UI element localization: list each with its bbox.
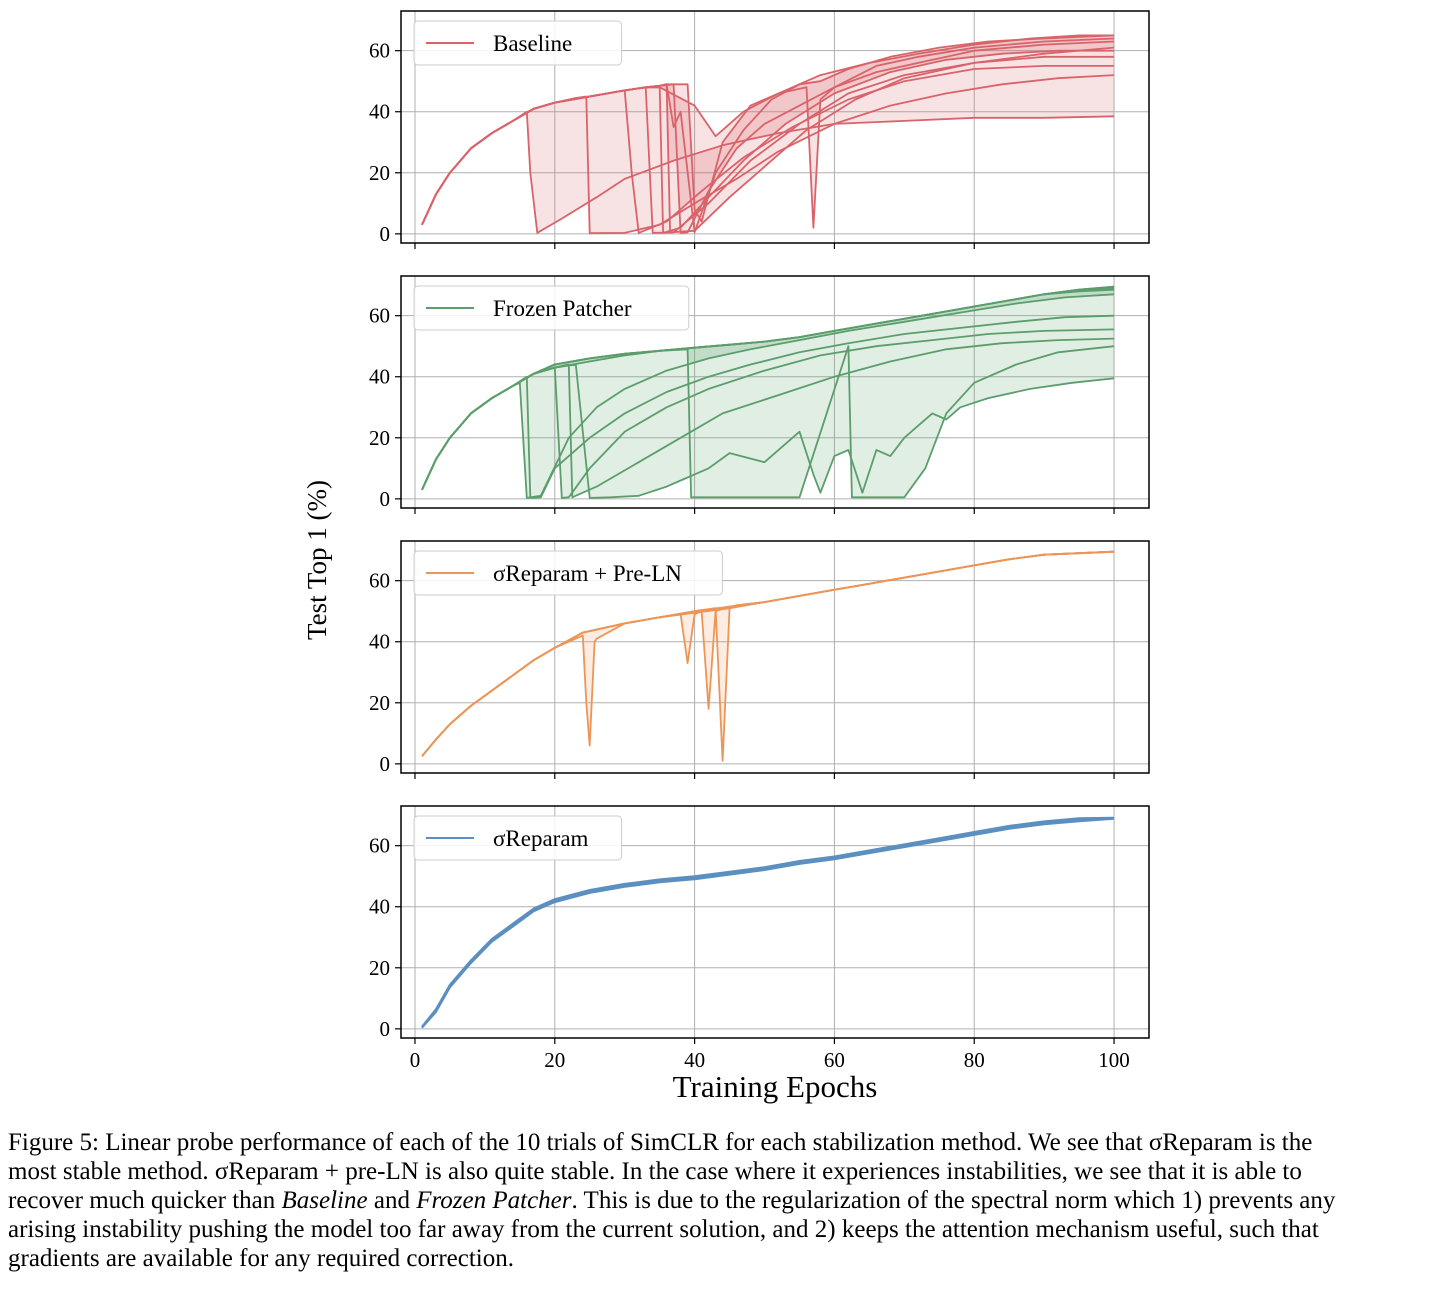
- series-line-10: [421, 285, 1115, 491]
- x-tick-label: 100: [1098, 1048, 1130, 1072]
- y-tick-label: 40: [369, 895, 390, 919]
- caption-emphasis: Frozen Patcher: [416, 1187, 572, 1214]
- y-tick-label: 0: [380, 487, 391, 511]
- caption-line-2: most stable method. σReparam + pre-LN is…: [8, 1157, 1452, 1186]
- x-axis-title: Training Epochs: [673, 1069, 878, 1104]
- y-tick-label: 20: [369, 426, 390, 450]
- y-tick-label: 20: [369, 691, 390, 715]
- chart-panel-1: 0 20 40 60 Baseline: [369, 10, 1150, 249]
- caption-line-5: gradients are available for any required…: [8, 1244, 1452, 1273]
- y-tick-label: 60: [369, 39, 390, 63]
- series-line-5: [421, 550, 1115, 757]
- legend-label: Baseline: [493, 31, 572, 56]
- legend: Frozen Patcher: [413, 285, 690, 331]
- chart-panel-2: 0 20 40 60 Frozen Patcher: [369, 275, 1150, 514]
- legend-label: σReparam: [493, 826, 589, 851]
- x-tick-label: 0: [410, 1048, 421, 1072]
- caption-text: arising instability pushing the model to…: [8, 1216, 1319, 1243]
- series-line-3: [421, 817, 1115, 1029]
- x-tick-label: 60: [824, 1048, 845, 1072]
- y-axis-title: Test Top 1 (%): [302, 480, 332, 640]
- legend-box: [413, 815, 623, 861]
- y-tick-label: 0: [380, 222, 391, 246]
- axes-frame: [400, 10, 1150, 244]
- legend-box: [413, 20, 623, 66]
- y-tick-label: 0: [380, 752, 391, 776]
- x-tick-label: 40: [684, 1048, 705, 1072]
- y-tick-label: 0: [380, 1017, 391, 1041]
- caption-text: and: [367, 1187, 417, 1214]
- chart-panel-4: 0 20 40 60 0 20 40 60 80 100 σReparam: [369, 805, 1150, 1072]
- axes-frame: [400, 540, 1150, 774]
- caption-emphasis: Baseline: [281, 1187, 368, 1214]
- axes-frame: [400, 275, 1150, 509]
- series-line-1: [421, 817, 1115, 1028]
- chart-panel-3: 0 20 40 60 σReparam + Pre-LN: [369, 540, 1150, 779]
- caption-line-1: Figure 5: Linear probe performance of ea…: [8, 1128, 1452, 1157]
- x-tick-label: 20: [544, 1048, 565, 1072]
- series-line-10: [421, 34, 1115, 234]
- caption-line-4: arising instability pushing the model to…: [8, 1215, 1452, 1244]
- y-tick-label: 20: [369, 956, 390, 980]
- y-tick-label: 60: [369, 569, 390, 593]
- legend: σReparam: [413, 815, 623, 861]
- caption-text: gradients are available for any required…: [8, 1245, 514, 1272]
- caption-text: Figure 5: Linear probe performance of ea…: [8, 1129, 1313, 1156]
- legend: Baseline: [413, 20, 623, 66]
- band-fill: [422, 35, 1114, 234]
- x-tick-label: 80: [964, 1048, 985, 1072]
- band-fill-core: [422, 35, 1114, 225]
- caption-text: . This is due to the regularization of t…: [571, 1187, 1336, 1214]
- y-tick-label: 40: [369, 630, 390, 654]
- legend-label: σReparam + Pre-LN: [493, 561, 682, 586]
- y-tick-label: 40: [369, 100, 390, 124]
- y-tick-label: 40: [369, 365, 390, 389]
- series-line-2: [421, 816, 1115, 1027]
- figure-caption: Figure 5: Linear probe performance of ea…: [8, 1128, 1452, 1273]
- y-tick-label: 60: [369, 834, 390, 858]
- caption-text: most stable method. σReparam + pre-LN is…: [8, 1158, 1302, 1185]
- caption-line-3: recover much quicker than Baseline and F…: [8, 1186, 1452, 1215]
- axes-frame: [400, 805, 1150, 1039]
- y-tick-label: 60: [369, 304, 390, 328]
- legend-box: [413, 550, 723, 596]
- figure-chart-stack: 0 20 40 60 Baseline 0 20 40 60 Frozen Patcher 0 20 4…: [302, 10, 1150, 1104]
- legend: σReparam + Pre-LN: [413, 550, 723, 596]
- legend-label: Frozen Patcher: [493, 296, 632, 321]
- caption-text: recover much quicker than: [8, 1187, 282, 1214]
- legend-box: [413, 285, 690, 331]
- y-tick-label: 20: [369, 161, 390, 185]
